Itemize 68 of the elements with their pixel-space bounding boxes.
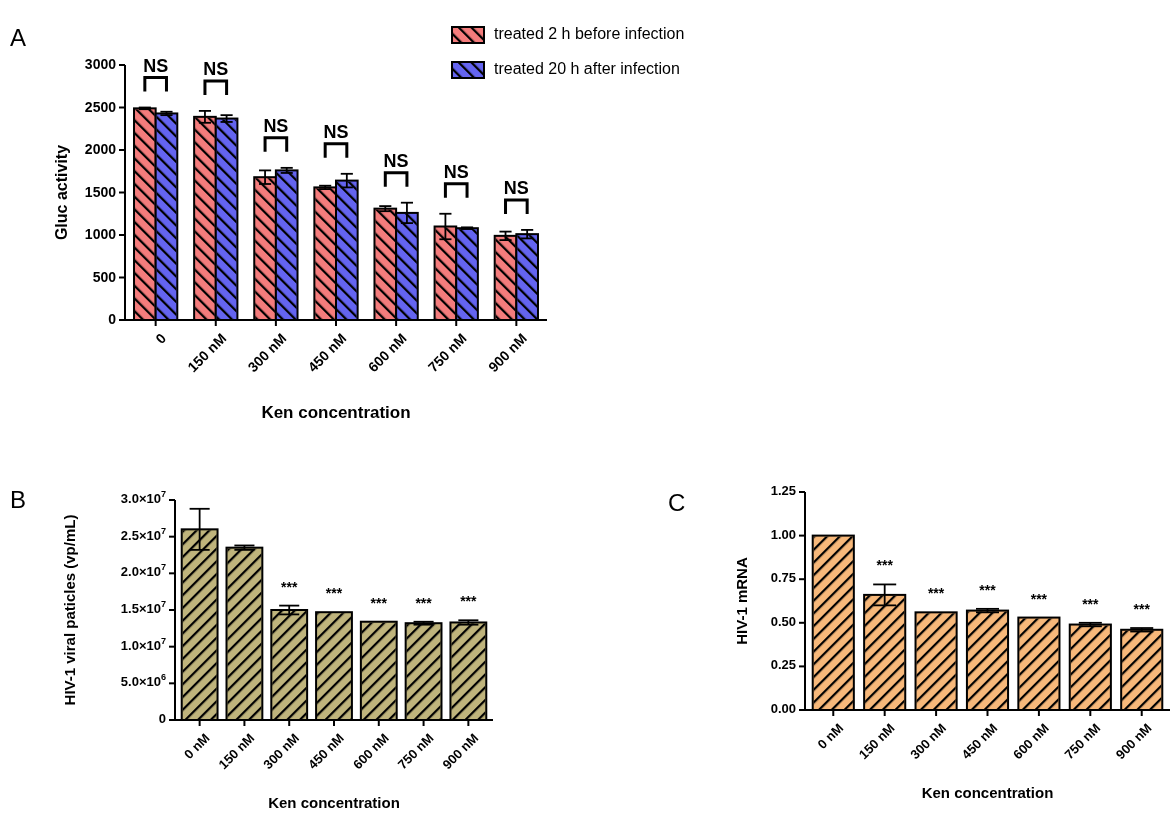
y-axis-title: Gluc activity [53, 144, 70, 241]
x-tick-label: 600 nM [1010, 720, 1052, 763]
annotation: *** [979, 581, 997, 598]
annotation: *** [370, 594, 388, 611]
y-tick-label: 1.25 [770, 483, 796, 499]
x-tick-label: 300 nM [907, 720, 949, 763]
x-tick-label: 600 nM [364, 330, 410, 376]
chart-title: C [668, 488, 686, 516]
annotation: *** [927, 585, 945, 602]
y-tick-label: 1.00 [770, 527, 796, 543]
annotation: *** [281, 578, 298, 595]
annotation: *** [1082, 595, 1100, 612]
y-tick-label: 2500 [84, 98, 117, 115]
y-tick-label: 0.00 [770, 701, 796, 717]
x-tick-label: 750 nM [424, 330, 470, 376]
annotation: NS [443, 161, 469, 182]
y-tick-label: 2.0×10$^{7}$ [120, 562, 166, 580]
chart-title: A [10, 23, 27, 51]
annotation: *** [876, 557, 894, 574]
y-tick-label: 1.5×10$^{7}$ [120, 599, 166, 617]
x-axis-title: Ken concentration [268, 794, 400, 811]
annotation: NS [323, 121, 349, 142]
y-axis-title: HIV-1 viral paticles (vp/mL) [61, 514, 78, 706]
y-tick-label: 1000 [84, 225, 117, 242]
x-tick-label: 900 nM [484, 330, 530, 376]
x-tick-label: 450 nM [958, 720, 1001, 763]
x-tick-label: 300 nM [260, 730, 303, 773]
y-tick-label: 0.25 [770, 657, 796, 673]
x-tick-label: 150 nM [215, 730, 258, 773]
y-tick-label: 0 [108, 310, 117, 327]
annotation: *** [460, 593, 478, 610]
annotation: NS [263, 115, 289, 136]
legend-label: treated 20 h after infection [494, 60, 680, 78]
x-tick-label: 300 nM [244, 330, 290, 376]
annotation: NS [203, 58, 229, 79]
x-tick-label: 450 nM [305, 730, 347, 773]
annotation: NS [383, 150, 409, 171]
y-tick-label: 5.0×10$^{6}$ [120, 672, 166, 690]
x-tick-label: 750 nM [1061, 720, 1104, 763]
x-tick-label: 0 nM [180, 730, 213, 762]
y-tick-label: 1.0×10$^{7}$ [120, 636, 166, 654]
annotation: *** [1030, 590, 1048, 607]
annotation: *** [325, 585, 343, 602]
y-tick-label: 1500 [84, 183, 117, 200]
y-tick-label: 3000 [84, 55, 117, 72]
x-tick-label: 450 nM [304, 330, 350, 376]
y-axis-title: HIV-1 mRNA [733, 557, 750, 645]
annotation: *** [1133, 601, 1151, 618]
x-axis-title: Ken concentration [261, 403, 411, 422]
y-tick-label: 500 [92, 268, 117, 285]
y-tick-label: 2.5×10$^{7}$ [120, 526, 166, 544]
x-tick-label: 900 nM [439, 730, 482, 773]
x-tick-label: 900 nM [1112, 720, 1155, 763]
annotation: NS [143, 55, 169, 76]
x-tick-label: 150 nM [855, 720, 898, 763]
annotation: NS [503, 177, 529, 198]
y-tick-label: 2000 [84, 140, 117, 157]
y-tick-label: 0.50 [770, 614, 796, 630]
x-axis-title: Ken concentration [921, 784, 1054, 801]
annotation: *** [415, 594, 433, 611]
chart-title: B [10, 485, 27, 513]
x-tick-label: 750 nM [394, 730, 437, 773]
legend-label: treated 2 h before infection [494, 25, 685, 43]
y-tick-label: 0.75 [770, 570, 796, 586]
y-tick-label: 3.0×10$^{7}$ [120, 489, 166, 507]
x-tick-label: 0 nM [814, 720, 847, 752]
x-tick-label: 600 nM [349, 730, 392, 773]
x-tick-label: 150 nM [184, 330, 230, 376]
